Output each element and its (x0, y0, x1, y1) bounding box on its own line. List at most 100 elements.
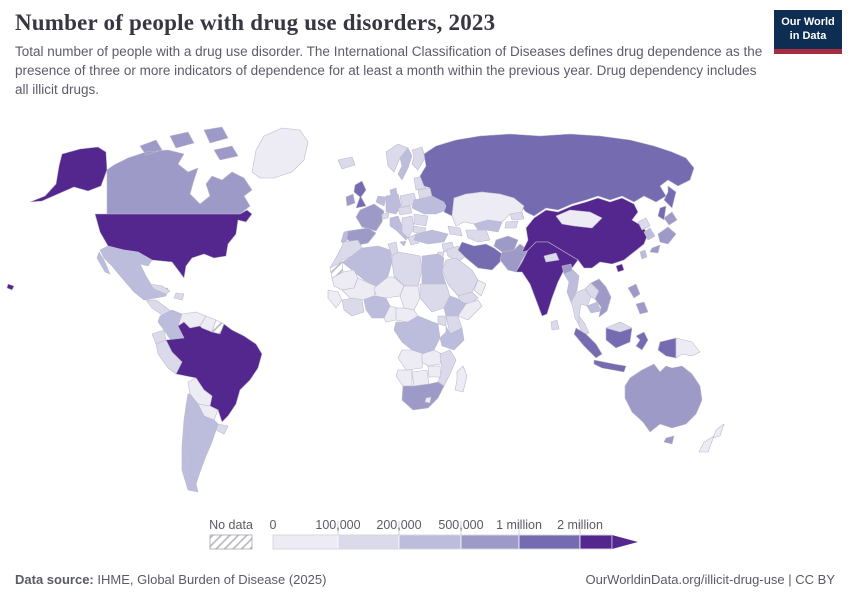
country-caucasus[interactable] (447, 225, 463, 237)
legend-bar-frame (272, 534, 613, 550)
legend-bucket-1[interactable] (272, 534, 339, 550)
country-oman[interactable] (473, 279, 487, 297)
legend-bucket-6[interactable] (579, 534, 613, 550)
country-north-korea[interactable] (637, 217, 651, 231)
country-senegal[interactable] (327, 289, 343, 309)
country-mexico[interactable] (96, 245, 169, 301)
legend-bucket-2[interactable] (337, 534, 400, 550)
country-mozambique[interactable] (437, 349, 457, 387)
country-angola[interactable] (397, 349, 425, 371)
country-switzerland[interactable] (381, 212, 390, 220)
country-sweden[interactable] (397, 147, 413, 181)
owid-logo-line1: Our World (781, 16, 835, 28)
country-sri-lanka[interactable] (550, 319, 560, 331)
country-turkmenistan[interactable] (465, 229, 491, 243)
country-iran[interactable] (457, 241, 503, 271)
legend-tick-label: 100,000 (315, 518, 360, 532)
continent-north-america (6, 126, 309, 323)
continent-south-america (151, 309, 263, 493)
legend-no-data-swatch[interactable] (209, 534, 253, 550)
country-ghana-ivory-coast[interactable] (341, 297, 365, 317)
country-lesotho[interactable] (424, 396, 432, 404)
country-nepal[interactable] (543, 252, 560, 263)
country-algeria[interactable] (341, 245, 393, 287)
country-hispaniola[interactable] (173, 292, 185, 301)
owid-logo[interactable]: Our World in Data (774, 10, 842, 54)
country-taiwan[interactable] (639, 249, 648, 260)
country-hawaii[interactable] (6, 283, 15, 291)
country-tajikistan[interactable] (504, 220, 519, 229)
legend-tick-label: 200,000 (376, 518, 421, 532)
legend-arrow (612, 535, 638, 549)
country-ireland[interactable] (345, 193, 356, 207)
country-finland[interactable] (411, 146, 426, 171)
owid-logo-line2: in Data (789, 29, 827, 42)
country-mongolia[interactable] (555, 209, 603, 229)
country-saudi-arabia[interactable] (441, 257, 479, 297)
country-balkans[interactable] (401, 215, 415, 239)
continent-oceania (624, 363, 725, 453)
country-greenland[interactable] (251, 127, 309, 179)
country-alaska[interactable] (29, 146, 108, 203)
region-russia-central-asia (419, 133, 695, 243)
country-egypt[interactable] (421, 253, 447, 285)
data-source-label: Data source: (15, 572, 94, 587)
country-new-zealand[interactable] (698, 423, 725, 453)
country-somalia[interactable] (457, 299, 483, 321)
country-papua-new-guinea[interactable] (675, 337, 701, 359)
country-thailand[interactable] (570, 288, 592, 329)
legend-bucket-3[interactable] (398, 534, 462, 550)
country-chile[interactable] (181, 405, 199, 493)
legend-bucket-5[interactable] (518, 534, 581, 550)
country-zambia[interactable] (421, 349, 443, 367)
country-tanzania[interactable] (439, 325, 465, 351)
country-romania[interactable] (413, 213, 429, 227)
chart-header: Number of people with drug use disorders… (15, 10, 765, 100)
country-vietnam[interactable] (590, 278, 612, 318)
country-kyrgyzstan[interactable] (509, 211, 525, 221)
country-botswana[interactable] (411, 369, 430, 387)
license-note[interactable]: OurWorldinData.org/illicit-drug-use | CC… (585, 572, 836, 587)
country-chad[interactable] (399, 285, 421, 311)
country-south-korea[interactable] (643, 227, 656, 241)
country-cameroon[interactable] (383, 305, 399, 323)
data-source-note: Data source: IHME, Global Burden of Dise… (15, 572, 326, 587)
country-madagascar[interactable] (454, 365, 468, 393)
country-indonesia[interactable] (573, 327, 677, 373)
region-asia (493, 197, 701, 373)
country-czechia-austria[interactable] (397, 205, 413, 216)
country-india[interactable] (515, 241, 579, 317)
country-uganda[interactable] (437, 315, 447, 327)
data-source-text: IHME, Global Burden of Disease (2025) (93, 572, 327, 587)
legend-tick-label: 1 million (496, 518, 542, 532)
country-morocco[interactable] (329, 239, 363, 269)
country-dr-congo[interactable] (393, 315, 441, 355)
chart-subtitle: Total number of people with a drug use d… (15, 44, 763, 97)
country-benelux[interactable] (375, 195, 387, 207)
page-title: Number of people with drug use disorders… (15, 10, 496, 35)
country-australia[interactable] (624, 363, 703, 445)
country-pakistan[interactable] (499, 243, 529, 273)
country-iceland[interactable] (337, 156, 356, 170)
country-cuba[interactable] (149, 283, 171, 295)
legend-tick-label: 0 (270, 518, 277, 532)
chart-footer: Data source: IHME, Global Burden of Dise… (15, 572, 835, 587)
continent-europe (337, 143, 447, 247)
country-france[interactable] (355, 203, 385, 232)
country-zimbabwe[interactable] (427, 365, 442, 378)
country-south-africa[interactable] (401, 381, 445, 411)
country-japan[interactable] (649, 211, 678, 254)
country-brazil[interactable] (165, 321, 263, 423)
country-namibia[interactable] (395, 369, 413, 389)
country-canada[interactable] (106, 126, 253, 215)
country-turkey[interactable] (413, 229, 449, 245)
country-philippines[interactable] (627, 283, 649, 315)
country-united-kingdom[interactable] (353, 180, 367, 209)
country-myanmar[interactable] (563, 269, 580, 303)
legend-tick-label: 2 million (557, 518, 603, 532)
country-libya[interactable] (391, 251, 423, 287)
legend-color-bar: 0 100,000 200,000 500,000 1 million 2 million (270, 518, 638, 550)
legend-bucket-4[interactable] (460, 534, 520, 550)
legend-no-data-label: No data (209, 518, 253, 532)
